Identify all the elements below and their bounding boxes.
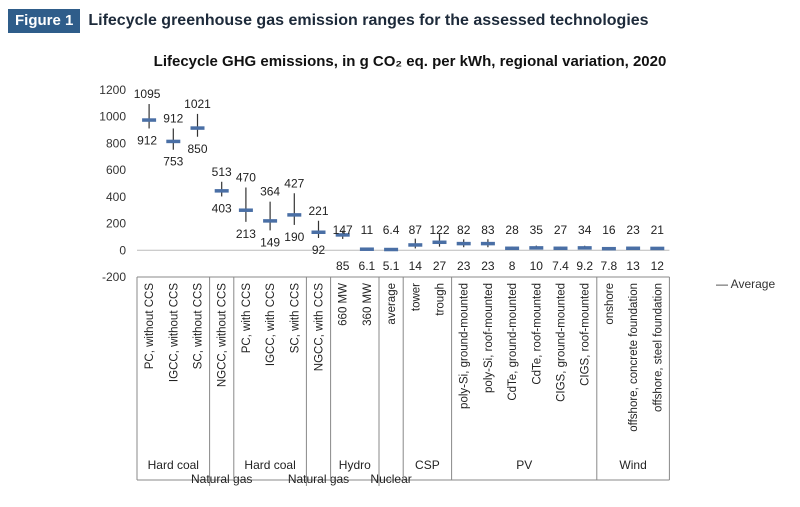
group-label: PV (516, 458, 532, 472)
chart-title: Lifecycle GHG emissions, in g CO₂ eq. pe… (154, 53, 667, 70)
category-label: SC, with CCS (289, 283, 301, 354)
figure-label: Figure 1 (8, 9, 81, 33)
group-label: Hydro (339, 458, 371, 472)
max-value-label: 513 (212, 165, 232, 179)
max-value-label: 23 (626, 223, 640, 237)
y-tick-label: 400 (106, 190, 126, 204)
y-tick-label: 600 (106, 163, 126, 177)
group-label: Hard coal (148, 458, 199, 472)
max-value-label: 912 (163, 111, 183, 125)
min-value-label: 9.2 (576, 259, 593, 273)
max-value-label: 82 (457, 223, 471, 237)
max-value-label: 11 (361, 223, 374, 237)
min-value-label: 12 (651, 259, 665, 273)
max-value-label: 6.4 (383, 223, 400, 237)
min-value-label: 23 (457, 259, 471, 273)
group-label: Natural gas (288, 472, 349, 486)
min-value-label: 13 (626, 259, 640, 273)
group-label: Natural gas (191, 472, 252, 486)
max-value-label: 147 (333, 223, 353, 237)
min-value-label: 753 (163, 155, 183, 169)
max-value-label: 16 (602, 223, 616, 237)
category-label: NGCC, with CCS (314, 283, 326, 372)
min-value-label: 213 (236, 227, 256, 241)
category-label: IGCC, without CCS (168, 283, 180, 382)
min-value-label: 85 (336, 259, 350, 273)
category-label: CdTe, roof-mounted (531, 283, 543, 385)
min-value-label: 6.1 (359, 259, 376, 273)
category-label: poly-Si, ground-mounted (459, 283, 471, 409)
category-label: IGCC, with CCS (265, 283, 277, 366)
max-value-label: 427 (284, 176, 304, 190)
min-value-label: 7.8 (601, 259, 618, 273)
min-value-label: 5.1 (383, 259, 400, 273)
category-label: SC, without CCS (193, 283, 205, 370)
max-value-label: 35 (530, 223, 544, 237)
y-tick-label: 1000 (99, 110, 126, 124)
max-value-label: 364 (260, 185, 280, 199)
min-value-label: 912 (137, 133, 157, 147)
min-value-label: 7.4 (552, 259, 569, 273)
category-label: 360 MW (362, 283, 374, 326)
category-label: PC, with CCS (241, 283, 253, 354)
category-label: NGCC, without CCS (217, 283, 229, 387)
min-value-label: 92 (312, 243, 326, 257)
category-label: poly-Si, roof-mounted (483, 283, 495, 393)
category-label: CIGS, ground-mounted (556, 283, 568, 402)
y-tick-label: -200 (102, 270, 126, 284)
max-value-label: 28 (505, 223, 519, 237)
min-value-label: 850 (187, 142, 207, 156)
category-label: CIGS, roof-mounted (580, 283, 592, 386)
figure-header: Figure 1 Lifecycle greenhouse gas emissi… (8, 8, 649, 34)
max-value-label: 1095 (134, 87, 161, 101)
min-value-label: 23 (481, 259, 495, 273)
y-tick-label: 800 (106, 136, 126, 150)
category-label: onshore (604, 283, 616, 325)
category-label: CdTe, ground-mounted (507, 283, 519, 401)
legend-average: — Average (716, 277, 775, 291)
max-value-label: 27 (554, 223, 568, 237)
max-value-label: 87 (409, 223, 423, 237)
min-value-label: 27 (433, 259, 447, 273)
min-value-label: 10 (530, 259, 544, 273)
min-value-label: 403 (212, 201, 232, 215)
min-value-label: 149 (260, 235, 280, 249)
max-value-label: 21 (651, 223, 665, 237)
y-tick-label: 1200 (99, 83, 126, 97)
max-value-label: 122 (429, 223, 449, 237)
min-value-label: 190 (284, 230, 304, 244)
group-label: Nuclear (370, 472, 411, 486)
category-label: tower (410, 283, 422, 311)
max-value-label: 1021 (184, 97, 211, 111)
group-label: Wind (619, 458, 646, 472)
data-marks: 1095912912753102185051340347021336414942… (134, 87, 665, 273)
category-label: offshore, steel foundation (652, 283, 664, 412)
category-label: average (386, 283, 398, 325)
y-axis: -200 0 200 400 600 800 1000 1200 (99, 83, 670, 284)
max-value-label: 34 (578, 223, 592, 237)
max-value-label: 83 (481, 223, 495, 237)
min-value-label: 8 (509, 259, 516, 273)
min-value-label: 14 (409, 259, 423, 273)
group-label: Hard coal (244, 458, 295, 472)
category-label: offshore, concrete foundation (628, 283, 640, 432)
group-label: CSP (415, 458, 440, 472)
y-tick-label: 200 (106, 217, 126, 231)
max-value-label: 221 (308, 204, 328, 218)
category-label: trough (435, 283, 447, 316)
category-label: 660 MW (338, 283, 350, 326)
figure-title: Lifecycle greenhouse gas emission ranges… (88, 12, 649, 29)
category-label: PC, without CCS (144, 283, 156, 370)
y-tick-label: 0 (119, 243, 126, 257)
max-value-label: 470 (236, 171, 256, 185)
